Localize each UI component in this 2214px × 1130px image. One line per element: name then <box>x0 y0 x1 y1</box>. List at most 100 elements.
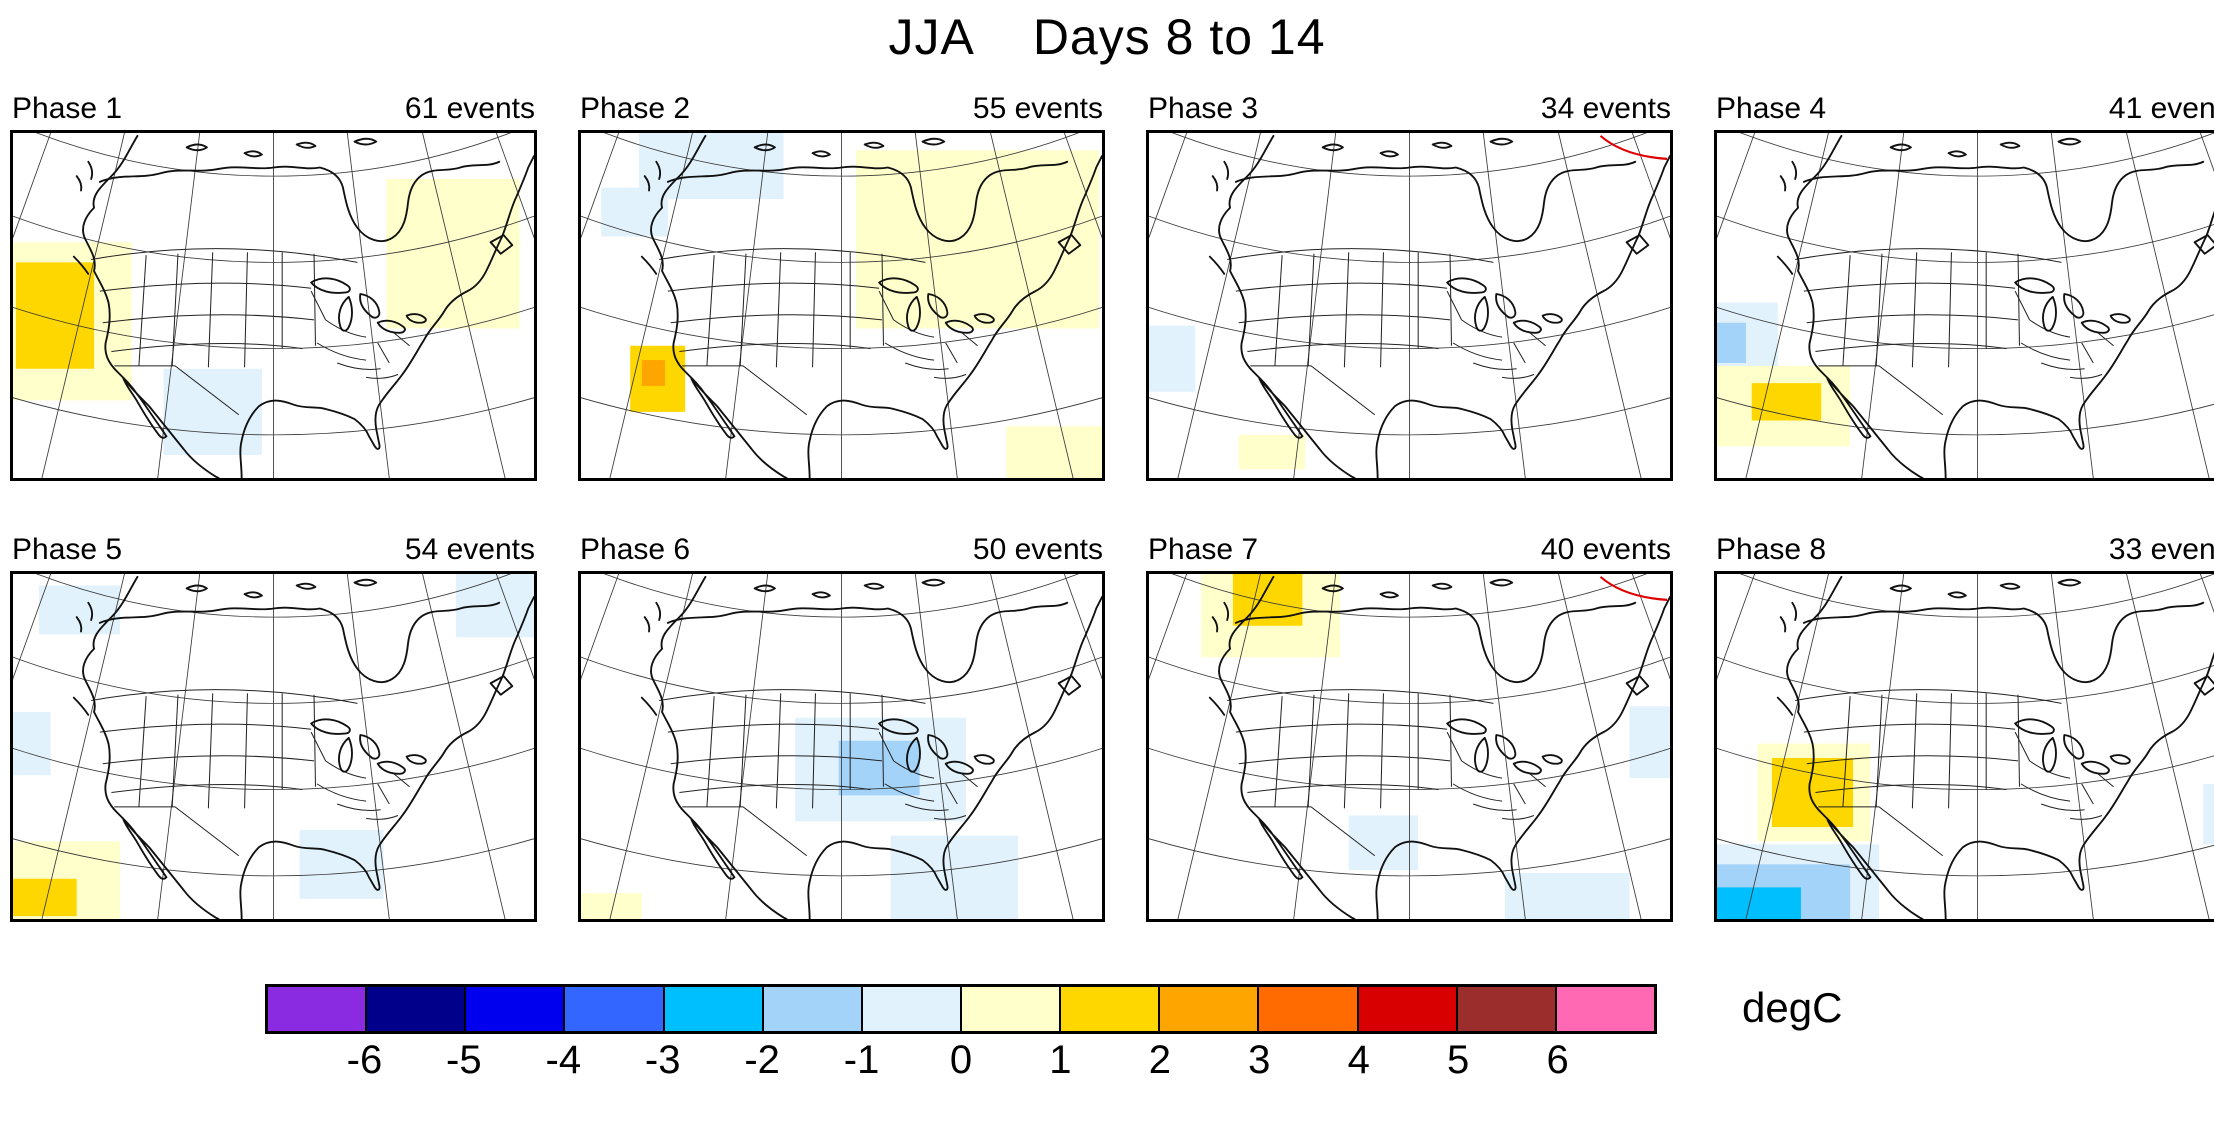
anomaly-patch <box>15 262 95 369</box>
positive-anomaly-contour <box>1599 135 1668 160</box>
colorbar-cell <box>365 987 465 1031</box>
anomaly-shading <box>1717 743 2214 919</box>
phase-panel: Phase 3 34 events <box>1146 90 1673 481</box>
colorbar-ticks: -6 -5 -4 -3 -2 -1 0 1 2 3 4 5 6 <box>265 1034 1657 1090</box>
anomaly-patch <box>455 574 534 638</box>
anomaly-patch <box>581 893 642 919</box>
events-count: 55 events <box>972 92 1103 125</box>
map <box>1146 571 1673 922</box>
anomaly-patch <box>2203 783 2214 845</box>
phase-panel: Phase 1 61 events <box>10 90 537 481</box>
map <box>578 571 1105 922</box>
map <box>1714 571 2214 922</box>
map <box>1714 130 2214 481</box>
phase-label: Phase 6 <box>580 533 691 566</box>
phase-label: Phase 4 <box>1716 92 1827 125</box>
colorbar-tick: 0 <box>949 1038 973 1082</box>
title-season: JJA <box>888 9 975 65</box>
anomaly-patch <box>890 835 1019 919</box>
events-count: 54 events <box>404 533 535 566</box>
map <box>1146 130 1673 481</box>
colorbar-cell <box>1356 987 1456 1031</box>
phase-label: Phase 2 <box>580 92 691 125</box>
phase-label: Phase 3 <box>1148 92 1259 125</box>
colorbar <box>265 984 1657 1034</box>
events-count: 61 events <box>404 92 535 125</box>
phase-panel: Phase 7 40 events <box>1146 531 1673 922</box>
figure: JJA Days 8 to 14 Phase 1 61 events Phase… <box>0 8 2214 1124</box>
anomaly-patch <box>838 740 920 796</box>
colorbar-cell <box>860 987 960 1031</box>
colorbar-tick: -2 <box>744 1038 780 1082</box>
colorbar-cell <box>464 987 564 1031</box>
colorbar-cell <box>1059 987 1159 1031</box>
phase-panel: Phase 2 55 events <box>578 90 1105 481</box>
panel-header: Phase 2 55 events <box>578 90 1105 130</box>
panel-header: Phase 4 41 events <box>1714 90 2214 130</box>
colorbar-tick: 3 <box>1248 1038 1271 1082</box>
panel-header: Phase 6 50 events <box>578 531 1105 571</box>
phase-panel: Phase 4 41 events <box>1714 90 2214 481</box>
positive-anomaly-contour <box>1599 576 1668 601</box>
anomaly-shading <box>1717 302 1851 447</box>
colorbar-wrap: -6 -5 -4 -3 -2 -1 0 1 2 3 4 5 6 <box>265 984 1657 1090</box>
panel-grid: Phase 1 61 events Phase 2 55 events Phas <box>0 90 2214 922</box>
colorbar-cell <box>761 987 861 1031</box>
colorbar-tick: 6 <box>1546 1038 1569 1082</box>
anomaly-patch <box>1149 325 1196 392</box>
events-count: 33 events <box>2108 533 2214 566</box>
phase-label: Phase 1 <box>12 92 123 125</box>
anomaly-patch <box>601 187 668 237</box>
panel-header: Phase 7 40 events <box>1146 531 1673 571</box>
colorbar-cell <box>563 987 663 1031</box>
colorbar-cell <box>1158 987 1258 1031</box>
colorbar-tick: -5 <box>446 1038 482 1082</box>
colorbar-cell <box>1554 987 1654 1031</box>
figure-title: JJA Days 8 to 14 <box>0 8 2214 66</box>
colorbar-cell <box>268 987 366 1031</box>
map <box>578 130 1105 481</box>
colorbar-tick: -4 <box>545 1038 582 1082</box>
panel-header: Phase 5 54 events <box>10 531 537 571</box>
colorbar-tick: 4 <box>1347 1038 1370 1082</box>
anomaly-patch <box>1717 322 1746 363</box>
colorbar-cell <box>959 987 1060 1031</box>
anomaly-patch <box>39 585 121 635</box>
anomaly-patch <box>1006 426 1102 478</box>
colorbar-tick: -1 <box>843 1038 880 1082</box>
colorbar-tick: 1 <box>1049 1038 1072 1082</box>
phase-panel: Phase 6 50 events <box>578 531 1105 922</box>
map <box>10 130 537 481</box>
colorbar-tick: -3 <box>644 1038 681 1082</box>
anomaly-patch <box>1238 434 1306 470</box>
colorbar-tick: -6 <box>346 1038 383 1082</box>
anomaly-patch <box>299 829 384 899</box>
anomaly-patch <box>163 368 262 455</box>
anomaly-patch <box>1717 887 1801 919</box>
anomaly-patch <box>13 878 77 917</box>
anomaly-patch <box>1751 383 1822 421</box>
phase-label: Phase 5 <box>12 533 123 566</box>
anomaly-shading <box>601 133 1102 478</box>
anomaly-patch <box>13 712 51 776</box>
events-count: 40 events <box>1540 533 1671 566</box>
colorbar-tick: 2 <box>1148 1038 1171 1082</box>
colorbar-cell <box>1455 987 1555 1031</box>
panel-header: Phase 1 61 events <box>10 90 537 130</box>
map <box>10 571 537 922</box>
anomaly-patch <box>1505 873 1630 919</box>
colorbar-units-label: degC <box>1742 984 1843 1031</box>
events-count: 34 events <box>1540 92 1671 125</box>
events-count: 50 events <box>972 533 1103 566</box>
anomaly-shading <box>581 717 1019 919</box>
title-period: Days 8 to 14 <box>1032 9 1326 65</box>
anomaly-patch <box>855 150 1100 329</box>
colorbar-cell <box>1257 987 1357 1031</box>
phase-panel: Phase 8 33 events <box>1714 531 2214 922</box>
panel-header: Phase 8 33 events <box>1714 531 2214 571</box>
events-count: 41 events <box>2108 92 2214 125</box>
anomaly-shading <box>1149 325 1306 470</box>
anomaly-patch <box>641 360 665 386</box>
colorbar-cell <box>662 987 762 1031</box>
phase-label: Phase 7 <box>1148 533 1259 566</box>
